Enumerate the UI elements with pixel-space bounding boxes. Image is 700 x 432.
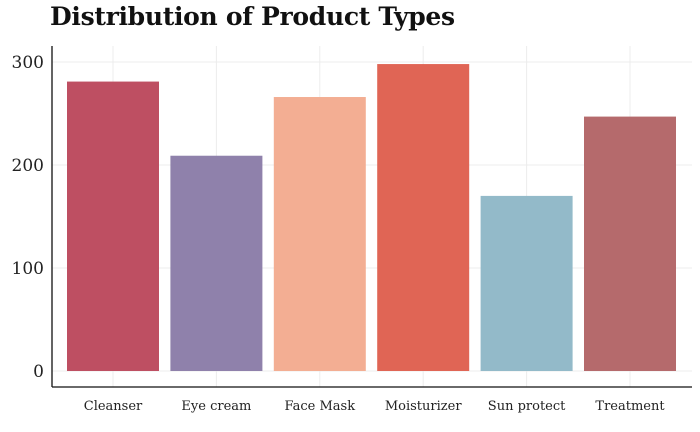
axes [51, 46, 692, 388]
x-tick-label: Sun protect [488, 399, 566, 414]
bar-moisturizer [377, 64, 470, 371]
x-tick-label: Face Mask [284, 399, 355, 414]
x-tick-label: Moisturizer [385, 399, 462, 414]
bar-cleanser [67, 81, 159, 371]
chart-title: Distribution of Product Types [50, 2, 455, 31]
y-tick-label: 300 [12, 53, 44, 73]
y-tick-label: 200 [12, 156, 44, 176]
x-tick-label: Treatment [595, 399, 665, 414]
bar-treatment [584, 116, 676, 371]
bar-eye-cream [170, 155, 263, 371]
x-tick-label: Cleanser [84, 399, 143, 414]
y-tick-label: 0 [33, 362, 44, 382]
x-tick-label: Eye cream [181, 399, 251, 414]
bar-face-mask [273, 97, 366, 372]
bars [67, 64, 676, 372]
tick-labels: 0 100 200 300 Cleanser Eye cream Face Mask Mois… [12, 53, 666, 414]
bar-sun-protect [480, 195, 573, 371]
y-tick-label: 100 [12, 259, 44, 279]
